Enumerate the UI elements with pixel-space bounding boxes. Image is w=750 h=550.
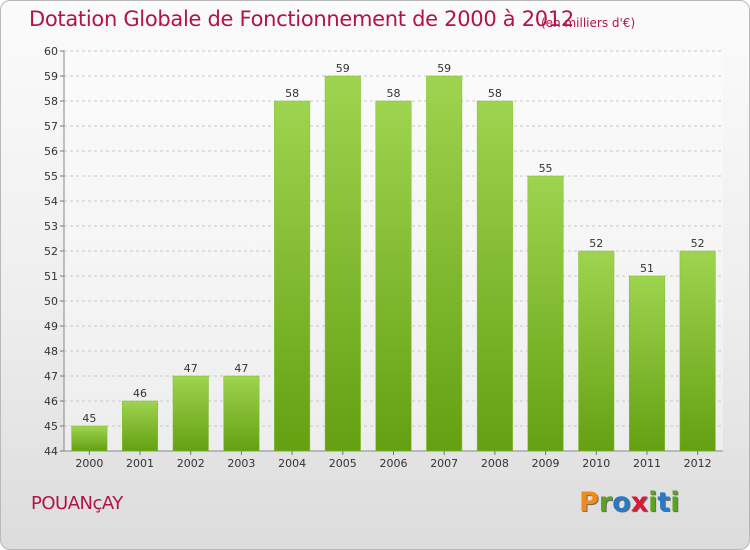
y-tick-label: 57: [44, 120, 58, 133]
y-tick-label: 49: [44, 320, 58, 333]
bar-value-label: 58: [488, 87, 502, 100]
x-tick-label: 2008: [481, 457, 509, 470]
bar: [628, 275, 665, 452]
y-tick-label: 48: [44, 345, 58, 358]
commune-name: POUANçAY: [31, 493, 123, 514]
y-tick-label: 47: [44, 370, 58, 383]
bar: [223, 375, 260, 452]
chart-unit: (en milliers d'€): [541, 16, 636, 30]
y-tick-label: 55: [44, 170, 58, 183]
bar-value-label: 47: [184, 362, 198, 375]
y-tick-label: 52: [44, 245, 58, 258]
x-tick-label: 2002: [177, 457, 205, 470]
bar: [578, 250, 615, 452]
bar: [122, 400, 159, 452]
bar-value-label: 45: [82, 412, 96, 425]
logo-letter: x: [630, 487, 649, 518]
x-tick-label: 2007: [430, 457, 458, 470]
logo-letter: P: [579, 487, 599, 518]
bar: [375, 100, 412, 452]
bar: [71, 425, 108, 452]
bar-value-label: 52: [589, 237, 603, 250]
y-tick-label: 46: [44, 395, 58, 408]
bar-value-label: 59: [336, 62, 350, 75]
x-tick-label: 2000: [75, 457, 103, 470]
logo-letter: o: [612, 487, 631, 518]
logo-letter: i: [648, 487, 658, 518]
bar-value-label: 51: [640, 262, 654, 275]
x-tick-label: 2004: [278, 457, 306, 470]
x-tick-label: 2010: [582, 457, 610, 470]
x-tick-label: 2005: [329, 457, 357, 470]
x-tick-label: 2009: [532, 457, 560, 470]
proxiti-logo: Proxiti: [579, 487, 680, 518]
bar: [324, 75, 361, 452]
y-tick-label: 53: [44, 220, 58, 233]
y-tick-label: 45: [44, 420, 58, 433]
bar-value-label: 46: [133, 387, 147, 400]
bar: [172, 375, 209, 452]
bar: [679, 250, 716, 452]
x-tick-label: 2012: [684, 457, 712, 470]
y-tick-label: 44: [44, 445, 58, 458]
y-tick-label: 54: [44, 195, 58, 208]
y-tick-label: 59: [44, 70, 58, 83]
logo-letter: t: [657, 487, 671, 518]
x-tick-label: 2001: [126, 457, 154, 470]
bar-value-label: 55: [539, 162, 553, 175]
bar-value-label: 58: [285, 87, 299, 100]
bar-value-label: 47: [234, 362, 248, 375]
bar: [426, 75, 463, 452]
y-tick-label: 60: [44, 45, 58, 58]
x-tick-label: 2003: [227, 457, 255, 470]
bar: [476, 100, 513, 452]
y-tick-label: 50: [44, 295, 58, 308]
y-tick-label: 56: [44, 145, 58, 158]
bar-value-label: 59: [437, 62, 451, 75]
y-tick-label: 58: [44, 95, 58, 108]
chart-title: Dotation Globale de Fonctionnement de 20…: [29, 7, 574, 31]
x-tick-label: 2011: [633, 457, 661, 470]
logo-letter: i: [670, 487, 680, 518]
y-tick-label: 51: [44, 270, 58, 283]
bar-value-label: 52: [691, 237, 705, 250]
logo-letter: r: [598, 487, 613, 518]
bar: [527, 175, 564, 452]
bar-value-label: 58: [387, 87, 401, 100]
bar: [274, 100, 311, 452]
x-tick-label: 2006: [380, 457, 408, 470]
